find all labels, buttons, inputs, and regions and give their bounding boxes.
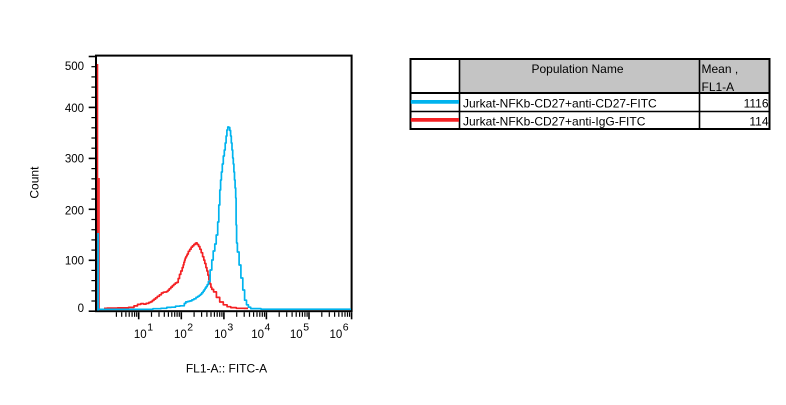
svg-text:106: 106 [330, 322, 349, 342]
svg-text:200: 200 [65, 206, 84, 218]
svg-text:Jurkat-NFKb-CD27+anti-CD27-FIT: Jurkat-NFKb-CD27+anti-CD27-FITC [463, 97, 657, 111]
svg-text:300: 300 [65, 154, 84, 166]
svg-text:1116: 1116 [744, 97, 769, 111]
svg-text:105: 105 [290, 322, 309, 342]
svg-text:104: 104 [251, 322, 270, 342]
svg-text:Jurkat-NFKb-CD27+anti-IgG-FITC: Jurkat-NFKb-CD27+anti-IgG-FITC [463, 115, 646, 129]
svg-text:Mean ,: Mean , [702, 62, 739, 76]
svg-text:100: 100 [65, 256, 84, 268]
svg-text:114: 114 [749, 115, 768, 129]
svg-text:FL1-A: FL1-A [702, 80, 735, 94]
svg-text:102: 102 [174, 322, 193, 342]
svg-text:0: 0 [78, 303, 84, 315]
svg-text:FL1-A:: FITC-A: FL1-A:: FITC-A [186, 361, 267, 375]
svg-text:Count: Count [28, 166, 42, 199]
svg-text:500: 500 [65, 61, 84, 73]
svg-text:103: 103 [214, 322, 233, 342]
svg-text:400: 400 [65, 103, 84, 115]
svg-text:Population Name: Population Name [531, 62, 623, 76]
svg-text:101: 101 [134, 322, 153, 342]
